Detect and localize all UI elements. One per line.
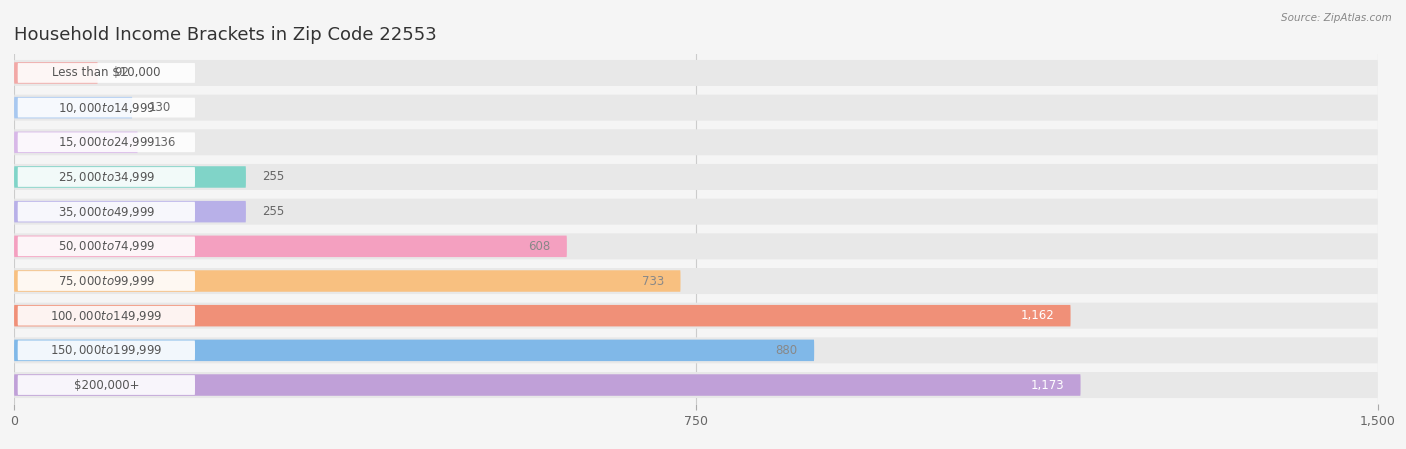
FancyBboxPatch shape [18,375,195,395]
FancyBboxPatch shape [14,305,1070,326]
FancyBboxPatch shape [18,202,195,221]
FancyBboxPatch shape [18,340,195,360]
Text: 255: 255 [263,171,284,184]
FancyBboxPatch shape [14,166,246,188]
FancyBboxPatch shape [18,237,195,256]
FancyBboxPatch shape [14,339,814,361]
FancyBboxPatch shape [14,233,1378,260]
Text: 733: 733 [643,274,664,287]
FancyBboxPatch shape [14,337,1378,363]
Text: $15,000 to $24,999: $15,000 to $24,999 [58,135,155,150]
Text: 92: 92 [114,66,129,79]
Text: 880: 880 [776,344,797,357]
FancyBboxPatch shape [18,132,195,152]
FancyBboxPatch shape [14,60,1378,86]
FancyBboxPatch shape [14,129,1378,155]
Text: $75,000 to $99,999: $75,000 to $99,999 [58,274,155,288]
Text: 608: 608 [529,240,551,253]
Text: $50,000 to $74,999: $50,000 to $74,999 [58,239,155,253]
FancyBboxPatch shape [14,97,132,119]
Text: $150,000 to $199,999: $150,000 to $199,999 [51,343,163,357]
FancyBboxPatch shape [14,236,567,257]
Text: 1,173: 1,173 [1031,379,1064,392]
FancyBboxPatch shape [14,164,1378,190]
Text: Source: ZipAtlas.com: Source: ZipAtlas.com [1281,13,1392,23]
FancyBboxPatch shape [14,198,1378,224]
Text: 130: 130 [149,101,172,114]
FancyBboxPatch shape [14,62,97,84]
FancyBboxPatch shape [14,268,1378,294]
FancyBboxPatch shape [18,306,195,326]
FancyBboxPatch shape [18,271,195,291]
Text: $25,000 to $34,999: $25,000 to $34,999 [58,170,155,184]
FancyBboxPatch shape [14,372,1378,398]
Text: 255: 255 [263,205,284,218]
FancyBboxPatch shape [18,167,195,187]
FancyBboxPatch shape [18,98,195,118]
Text: Household Income Brackets in Zip Code 22553: Household Income Brackets in Zip Code 22… [14,26,437,44]
Text: $100,000 to $149,999: $100,000 to $149,999 [51,308,163,323]
Text: 1,162: 1,162 [1021,309,1054,322]
FancyBboxPatch shape [18,63,195,83]
Text: $10,000 to $14,999: $10,000 to $14,999 [58,101,155,114]
Text: 136: 136 [155,136,177,149]
Text: Less than $10,000: Less than $10,000 [52,66,160,79]
Text: $35,000 to $49,999: $35,000 to $49,999 [58,205,155,219]
FancyBboxPatch shape [14,95,1378,121]
FancyBboxPatch shape [14,201,246,222]
FancyBboxPatch shape [14,132,138,153]
FancyBboxPatch shape [14,270,681,292]
Text: $200,000+: $200,000+ [73,379,139,392]
FancyBboxPatch shape [14,303,1378,329]
FancyBboxPatch shape [14,374,1081,396]
